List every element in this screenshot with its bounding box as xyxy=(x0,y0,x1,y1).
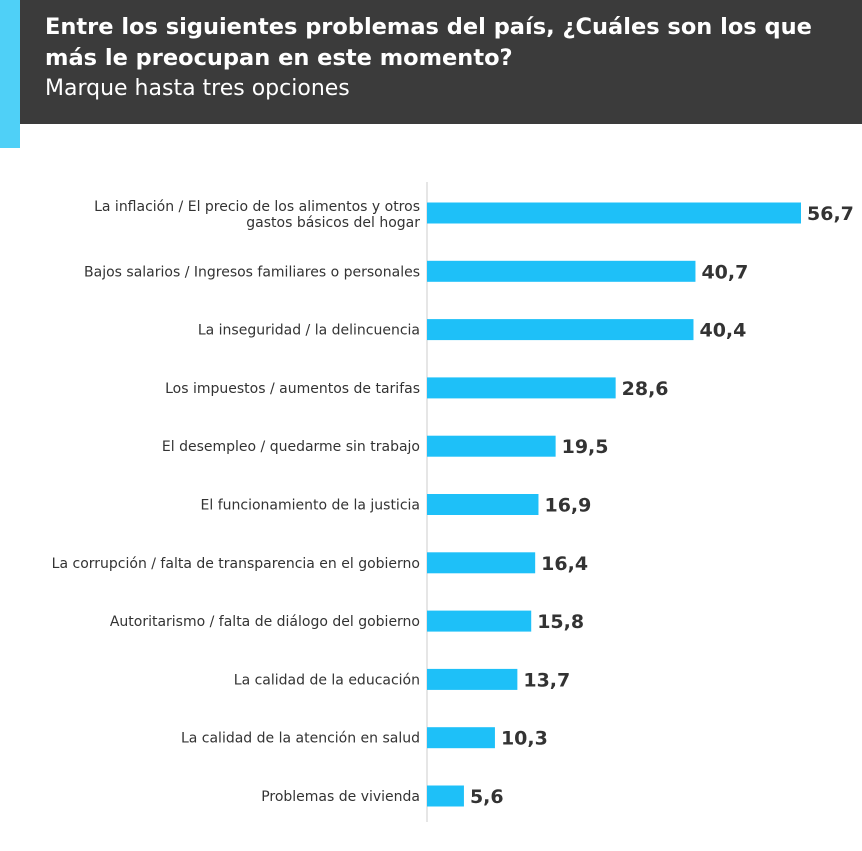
data-label: 16,9 xyxy=(544,495,591,517)
bar xyxy=(427,552,536,574)
bar xyxy=(427,319,694,341)
data-label: 28,6 xyxy=(622,378,669,400)
data-label: 13,7 xyxy=(523,669,570,691)
category-label: Autoritarismo / falta de diálogo del gob… xyxy=(110,614,420,630)
category-label: Bajos salarios / Ingresos familiares o p… xyxy=(84,264,420,280)
category-label: Los impuestos / aumentos de tarifas xyxy=(165,381,420,397)
category-label: gastos básicos del hogar xyxy=(246,215,420,231)
data-label: 56,7 xyxy=(807,203,854,225)
category-label: El funcionamiento de la justicia xyxy=(201,498,420,514)
bar xyxy=(427,785,464,807)
category-label: Problemas de vivienda xyxy=(261,789,420,805)
page-title: Entre los siguientes problemas del país,… xyxy=(45,14,812,71)
bar xyxy=(427,610,532,632)
category-label: La corrupción / falta de transparencia e… xyxy=(52,556,420,572)
bar xyxy=(427,202,801,224)
data-label: 15,8 xyxy=(537,611,584,633)
bar xyxy=(427,435,556,457)
data-label: 40,4 xyxy=(699,320,746,342)
accent-bar xyxy=(0,0,20,148)
bar xyxy=(427,668,518,690)
data-label: 5,6 xyxy=(470,786,504,808)
bar xyxy=(427,260,696,282)
category-label: El desempleo / quedarme sin trabajo xyxy=(162,439,420,455)
category-label: La calidad de la atención en salud xyxy=(181,731,420,747)
category-label: La inflación / El precio de los alimento… xyxy=(94,199,420,215)
page-subtitle: Marque hasta tres opciones xyxy=(45,76,350,101)
category-label: La inseguridad / la delincuencia xyxy=(198,323,420,339)
header-banner xyxy=(0,0,862,124)
data-label: 40,7 xyxy=(701,261,748,283)
bar xyxy=(427,377,616,399)
category-label: La calidad de la educación xyxy=(234,672,420,688)
data-label: 16,4 xyxy=(541,553,588,575)
data-label: 19,5 xyxy=(562,436,609,458)
bar xyxy=(427,727,495,749)
data-label: 10,3 xyxy=(501,728,548,750)
bar xyxy=(427,494,539,515)
